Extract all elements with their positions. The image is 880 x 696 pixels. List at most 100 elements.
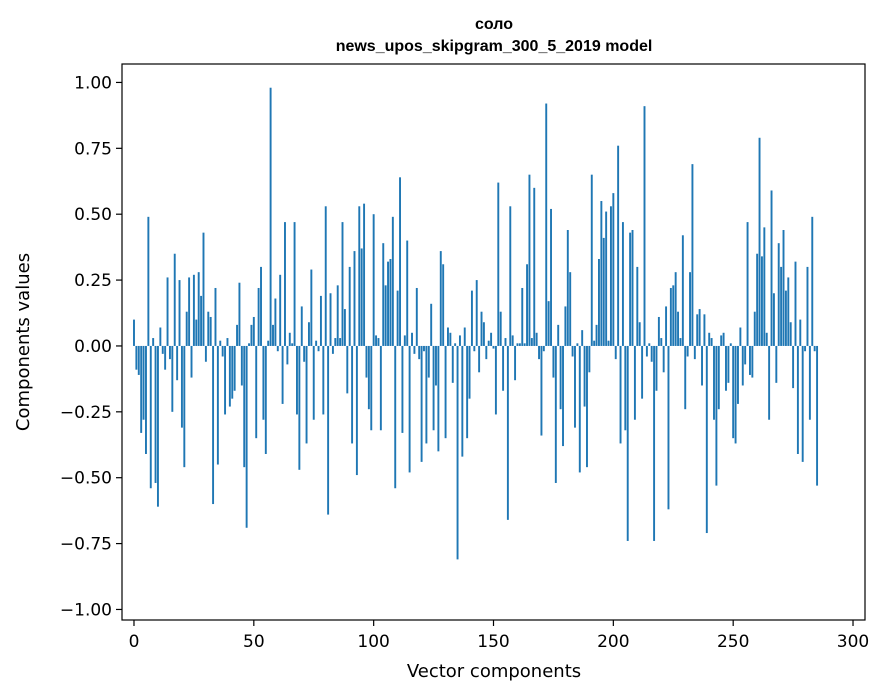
bar xyxy=(765,332,768,346)
bar xyxy=(224,345,227,415)
x-tick-label: 250 xyxy=(717,632,749,652)
bar xyxy=(554,345,557,483)
bar xyxy=(233,345,236,391)
bar xyxy=(164,345,167,370)
bar xyxy=(657,316,660,346)
bar xyxy=(482,322,485,346)
bar xyxy=(406,240,409,346)
bar xyxy=(535,332,538,346)
bar xyxy=(775,345,778,383)
bar xyxy=(391,216,394,346)
bar xyxy=(427,345,430,378)
y-tick-label: −0.75 xyxy=(60,535,112,555)
bar xyxy=(240,345,243,386)
bar xyxy=(358,206,361,346)
bar xyxy=(559,345,562,410)
bar xyxy=(665,306,668,346)
bar xyxy=(813,345,816,352)
bar xyxy=(645,345,648,357)
bar xyxy=(590,174,593,346)
bar xyxy=(629,232,632,346)
bar xyxy=(494,345,497,415)
bar xyxy=(149,345,152,489)
bar xyxy=(672,285,675,346)
bar xyxy=(540,345,543,436)
bar xyxy=(456,345,459,560)
bar xyxy=(396,290,399,346)
bar xyxy=(176,345,179,381)
bar xyxy=(252,316,255,346)
bar xyxy=(583,345,586,407)
bar xyxy=(281,345,284,404)
bar xyxy=(641,345,644,399)
bar xyxy=(367,345,370,410)
bar xyxy=(624,345,627,431)
bar xyxy=(780,266,783,346)
bar xyxy=(183,345,186,468)
bar xyxy=(432,345,435,431)
bar xyxy=(552,345,555,378)
y-tick-label: −0.25 xyxy=(60,403,112,423)
bar xyxy=(236,324,239,346)
y-tick-label: 0.00 xyxy=(74,337,112,357)
bar xyxy=(605,211,608,346)
bar xyxy=(756,253,759,346)
bar xyxy=(317,345,320,352)
bar xyxy=(255,345,258,439)
bar xyxy=(516,343,519,346)
bar xyxy=(638,322,641,346)
bar xyxy=(732,345,735,439)
bar xyxy=(399,177,401,346)
bar xyxy=(523,343,526,346)
bar xyxy=(602,237,605,346)
bar xyxy=(387,261,389,346)
bar xyxy=(796,345,799,454)
bar xyxy=(538,345,540,360)
bar xyxy=(609,206,612,346)
bar xyxy=(269,87,272,346)
bar xyxy=(677,311,680,346)
bar xyxy=(768,345,771,420)
bar xyxy=(173,253,176,346)
bar xyxy=(667,345,670,510)
bar xyxy=(221,345,224,357)
bar xyxy=(598,259,600,346)
bar xyxy=(178,280,181,346)
bar xyxy=(801,345,804,462)
bar xyxy=(204,345,207,362)
bar xyxy=(751,345,754,378)
bar xyxy=(614,345,617,360)
bar xyxy=(518,343,521,346)
bar xyxy=(710,338,713,346)
bar xyxy=(562,345,564,447)
bar xyxy=(458,335,461,346)
bar xyxy=(492,345,495,349)
bar xyxy=(705,345,708,534)
bar xyxy=(447,327,449,346)
bar xyxy=(734,345,737,444)
bar xyxy=(806,266,809,346)
x-tick-label: 50 xyxy=(243,632,265,652)
bar xyxy=(216,345,219,465)
bar xyxy=(530,338,533,346)
bar xyxy=(499,311,502,346)
x-tick-label: 150 xyxy=(477,632,509,652)
bar xyxy=(389,259,392,346)
bar xyxy=(202,232,205,346)
bar xyxy=(794,261,797,346)
bar xyxy=(792,345,795,389)
bar xyxy=(423,345,425,352)
bar xyxy=(722,332,725,346)
bar xyxy=(200,295,203,346)
bar xyxy=(612,193,615,346)
bar xyxy=(533,187,536,346)
bar xyxy=(691,164,694,346)
bar xyxy=(279,274,282,346)
bar xyxy=(454,343,457,346)
bar xyxy=(250,324,253,346)
bar xyxy=(461,345,464,457)
bar xyxy=(528,174,531,346)
y-tick-label: 0.75 xyxy=(74,139,112,159)
bar xyxy=(288,332,291,346)
bar xyxy=(816,345,819,486)
